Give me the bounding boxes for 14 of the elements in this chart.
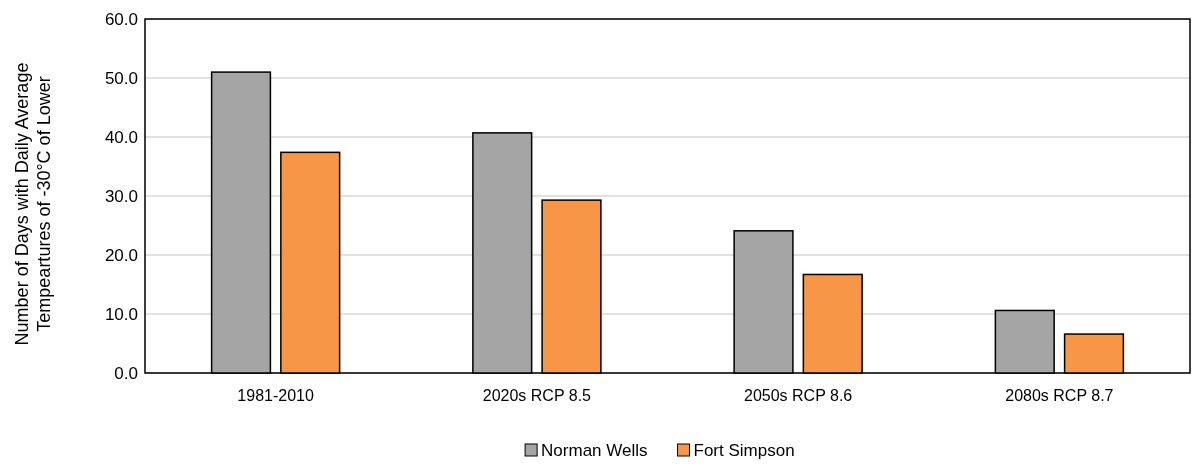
y-tick-label: 40.0 <box>104 127 138 147</box>
y-tick-label: 50.0 <box>104 68 138 88</box>
y-tick-label: 60.0 <box>104 9 138 29</box>
x-tick-label: 2080s RCP 8.7 <box>1005 387 1114 404</box>
y-tick-label: 30.0 <box>104 186 138 206</box>
legend-label: Fort Simpson <box>693 440 795 460</box>
y-tick-label: 20.0 <box>104 245 138 265</box>
y-tick-label: 10.0 <box>104 304 138 324</box>
y-axis-title: Number of Days with Daily Average Tempeartures of -30°C of Lower <box>12 62 54 346</box>
x-tick-label: 2020s RCP 8.5 <box>482 387 592 404</box>
legend-label: Norman Wells <box>541 440 648 460</box>
x-tick-label: 1981-2010 <box>237 387 314 404</box>
x-tick-label: 2050s RCP 8.6 <box>744 387 853 404</box>
y-tick-label: 0.0 <box>114 363 138 383</box>
